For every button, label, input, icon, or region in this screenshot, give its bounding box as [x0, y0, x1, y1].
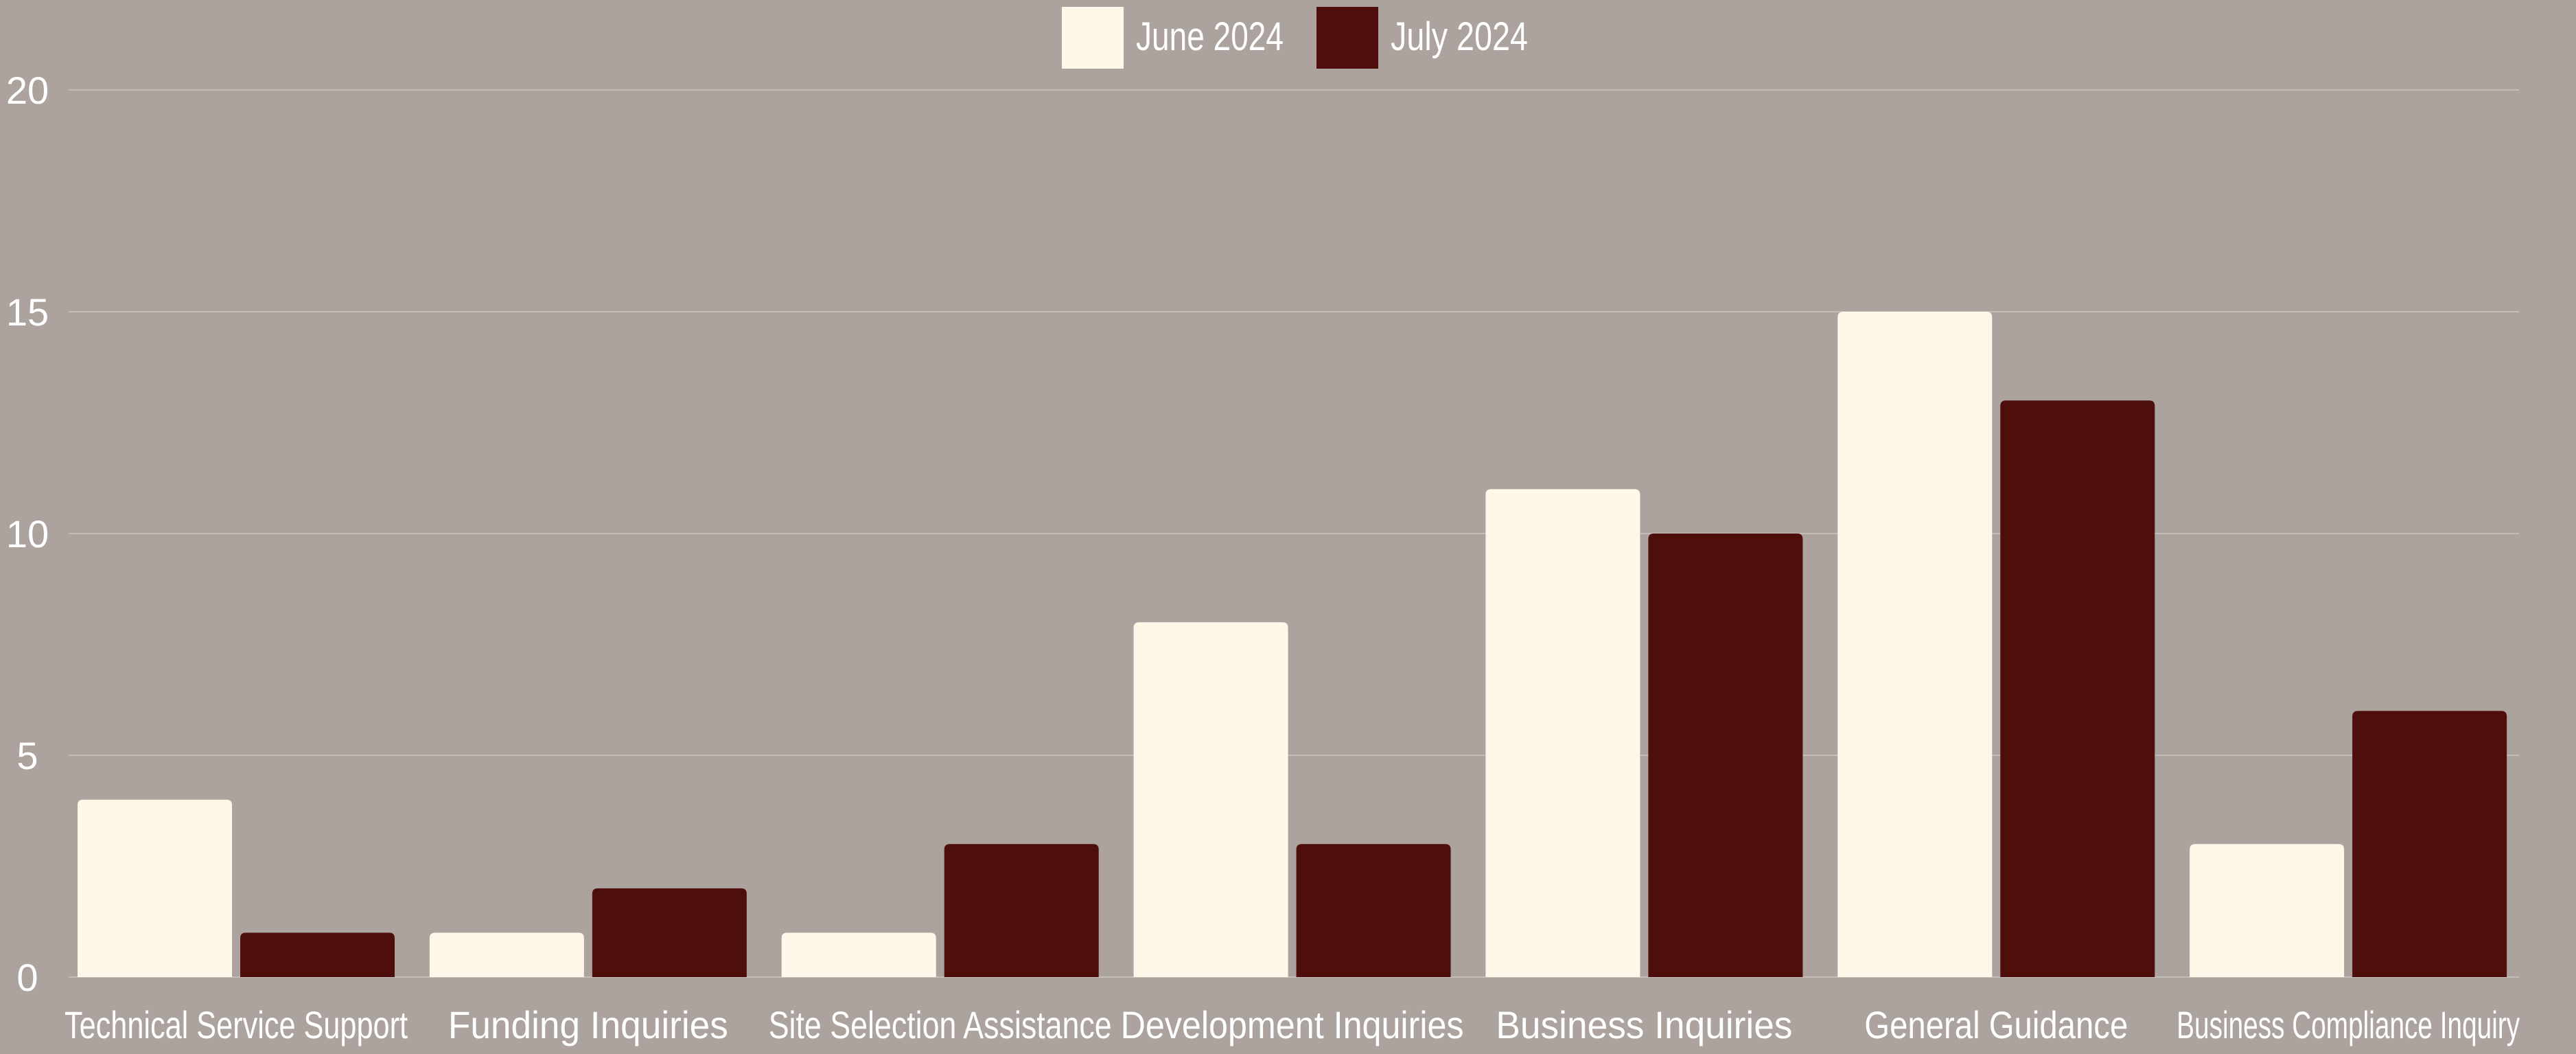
- bar-june-2[interactable]: [781, 932, 936, 977]
- legend-swatch: [1316, 7, 1378, 69]
- x-tick-label: Business Inquiries: [1496, 1003, 1792, 1046]
- y-tick-label: 5: [16, 734, 38, 777]
- legend-item-july-2024[interactable]: July 2024: [1316, 7, 1528, 69]
- bar-july-5[interactable]: [2000, 400, 2155, 977]
- y-tick-label: 20: [6, 69, 49, 112]
- bar-july-6[interactable]: [2352, 711, 2507, 977]
- legend-label: July 2024: [1391, 14, 1528, 59]
- x-tick-label: Site Selection Assistance: [769, 1003, 1112, 1046]
- legend-label: June 2024: [1136, 14, 1284, 59]
- x-tick-label: General Guidance: [1864, 1003, 2128, 1046]
- x-tick-label: Development Inquiries: [1121, 1003, 1464, 1046]
- bar-june-1[interactable]: [429, 932, 584, 977]
- x-tick-label: Technical Service Support: [65, 1003, 408, 1046]
- legend-item-june-2024[interactable]: June 2024: [1062, 7, 1284, 69]
- bar-june-3[interactable]: [1133, 622, 1288, 977]
- y-tick-label: 15: [6, 290, 49, 334]
- label-layer: 0 5 10 15 20 Technical Service Support Funding…: [6, 69, 2520, 1046]
- bar-july-4[interactable]: [1648, 534, 1803, 977]
- y-tick-label: 0: [16, 956, 38, 999]
- bar-july-1[interactable]: [592, 888, 747, 977]
- x-tick-label: Funding Inquiries: [448, 1003, 728, 1046]
- legend-swatch: [1062, 7, 1124, 69]
- bar-layer: [78, 312, 2507, 977]
- bar-june-4[interactable]: [1485, 489, 1640, 977]
- legend[interactable]: June 2024 July 2024: [1062, 7, 1528, 69]
- bar-july-0[interactable]: [240, 932, 395, 977]
- bar-july-3[interactable]: [1296, 844, 1451, 977]
- x-tick-label: Business Compliance Inquiry: [2177, 1003, 2520, 1046]
- bar-july-2[interactable]: [944, 844, 1099, 977]
- y-tick-label: 10: [6, 512, 49, 555]
- bar-june-6[interactable]: [2190, 844, 2345, 977]
- bar-june-5[interactable]: [1837, 312, 1993, 977]
- bar-june-0[interactable]: [78, 799, 232, 977]
